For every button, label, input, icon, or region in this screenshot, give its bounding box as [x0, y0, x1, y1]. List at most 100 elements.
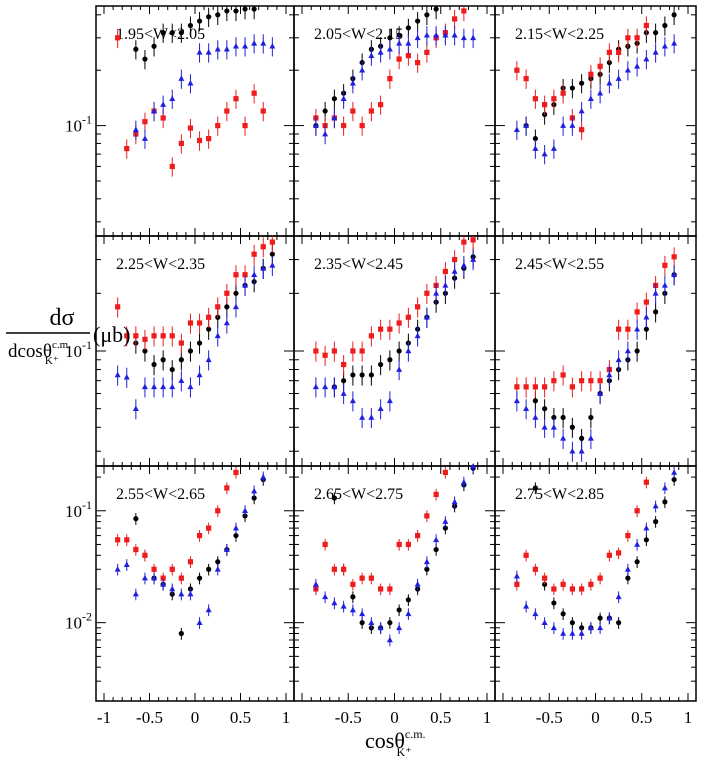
- data-point-blue: [214, 46, 221, 52]
- data-point-red: [233, 272, 239, 278]
- data-point-blue: [442, 31, 449, 38]
- data-point-blue: [560, 122, 567, 128]
- data-point-black: [206, 566, 212, 572]
- data-point-red: [542, 575, 548, 581]
- data-point-blue: [661, 484, 668, 491]
- data-point-black: [643, 326, 649, 332]
- data-point-blue: [151, 383, 158, 390]
- data-point-black: [396, 348, 402, 354]
- data-point-red: [160, 575, 166, 581]
- data-point-red: [396, 320, 402, 326]
- data-point-blue: [187, 590, 194, 597]
- data-point-red: [215, 508, 221, 514]
- data-point-blue: [414, 332, 421, 339]
- data-point-red: [551, 586, 557, 592]
- data-point-black: [269, 251, 275, 257]
- data-point-blue: [151, 574, 158, 581]
- panel-3: 2.15<W<2.25: [494, 5, 697, 237]
- panel-5: 2.35<W<2.45: [293, 235, 496, 467]
- data-point-red: [322, 352, 328, 358]
- data-point-red: [313, 348, 319, 354]
- data-point-black: [196, 575, 203, 581]
- data-point-red: [514, 581, 520, 587]
- data-point-blue: [349, 79, 356, 86]
- data-point-red: [151, 566, 157, 572]
- data-point-red: [560, 372, 566, 378]
- data-point-black: [560, 414, 566, 421]
- data-point-red: [579, 127, 585, 133]
- series-blue: [132, 34, 276, 149]
- data-point-red: [569, 586, 575, 592]
- x-tick-label: 1: [483, 708, 492, 727]
- data-point-blue: [160, 101, 167, 107]
- x-tick-label: 0.5: [631, 708, 652, 727]
- data-point-black: [133, 46, 139, 52]
- data-point-red: [206, 314, 212, 320]
- data-point-red: [523, 552, 529, 558]
- data-point-black: [569, 424, 575, 430]
- data-point-red: [405, 53, 411, 59]
- data-point-blue: [423, 314, 430, 320]
- y-axis-title: dσ dcosθc.m. K⁺ (μb): [6, 305, 130, 367]
- panel-label: 2.65<W<2.75: [314, 486, 403, 503]
- series-blue: [513, 466, 678, 640]
- data-point-black: [178, 630, 184, 637]
- data-point-black: [405, 25, 411, 31]
- data-point-blue: [523, 405, 530, 411]
- data-point-red: [359, 575, 365, 581]
- data-point-red: [350, 348, 356, 354]
- data-point-black: [662, 22, 668, 29]
- data-point-blue: [460, 478, 467, 485]
- data-point-blue: [132, 590, 139, 597]
- data-point-blue: [340, 390, 347, 396]
- data-point-blue: [532, 414, 539, 420]
- data-point-red: [634, 508, 640, 514]
- y-axis-unit: (μb): [93, 322, 130, 347]
- data-point-blue: [242, 507, 249, 514]
- data-point-black: [133, 516, 139, 522]
- data-point-red: [433, 491, 439, 498]
- data-point-black: [331, 495, 337, 501]
- data-point-red: [133, 333, 139, 339]
- data-point-blue: [169, 383, 176, 390]
- data-point-black: [579, 625, 585, 631]
- data-point-red: [142, 336, 148, 342]
- data-point-black: [233, 290, 239, 296]
- data-point-black: [169, 366, 175, 373]
- panel-label: 2.25<W<2.35: [116, 256, 205, 273]
- panel-2: 2.05<W<2.15: [293, 5, 496, 237]
- data-point-red: [616, 49, 622, 55]
- data-point-red: [606, 49, 612, 55]
- data-point-red: [551, 96, 557, 102]
- data-point-red: [523, 76, 529, 82]
- data-point-blue: [560, 435, 567, 441]
- data-point-red: [625, 532, 631, 539]
- x-tick-label: -1: [97, 708, 111, 727]
- y-tick-label: 10-2: [65, 610, 92, 633]
- data-point-red: [532, 96, 538, 102]
- data-point-red: [124, 537, 130, 543]
- data-point-red: [396, 541, 402, 548]
- series-blue: [312, 250, 477, 429]
- panel-9: -0.5 0 0.5 1 2.75<W<2.85: [494, 465, 697, 727]
- data-point-red: [322, 541, 328, 548]
- data-point-red: [260, 244, 266, 250]
- data-point-red: [415, 59, 421, 66]
- data-point-red: [124, 145, 130, 152]
- data-point-black: [442, 525, 448, 531]
- data-point-black: [551, 414, 557, 421]
- data-point-blue: [242, 43, 249, 49]
- data-point-red: [251, 251, 257, 257]
- x-tick-label: 0: [191, 708, 200, 727]
- data-point-red: [461, 239, 467, 245]
- data-point-red: [260, 108, 266, 114]
- data-point-blue: [377, 624, 384, 631]
- data-point-black: [233, 532, 239, 539]
- data-point-red: [341, 566, 347, 572]
- data-point-blue: [615, 75, 622, 81]
- panel-label: 2.75<W<2.85: [515, 486, 604, 503]
- data-point-black: [359, 620, 365, 626]
- data-point-red: [331, 348, 337, 354]
- data-point-blue: [178, 75, 185, 81]
